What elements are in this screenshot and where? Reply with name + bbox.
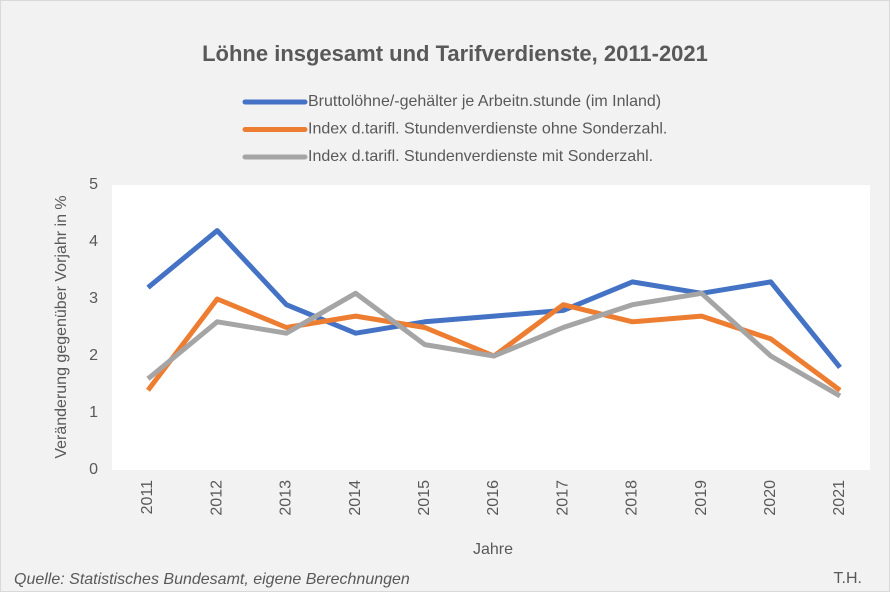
chart-title: Löhne insgesamt und Tarifverdienste, 201… <box>202 41 708 66</box>
source: Quelle: Statistisches Bundesamt, eigene … <box>14 571 410 588</box>
series-line <box>146 228 842 369</box>
legend-label: Index d.tarifl. Stundenverdienste ohne S… <box>308 121 667 138</box>
x-tick-label: 2012 <box>208 480 225 516</box>
y-tick-label: 4 <box>89 233 98 250</box>
x-tick-label: 2015 <box>416 480 433 516</box>
x-tick-label: 2020 <box>762 480 779 516</box>
y-tick-label: 0 <box>89 461 98 478</box>
x-tick-label: 2016 <box>485 480 502 516</box>
x-tick-label: 2019 <box>693 480 710 516</box>
legend-label: Index d.tarifl. Stundenverdienste mit So… <box>308 148 653 165</box>
y-tick-label: 1 <box>89 404 98 421</box>
x-tick-label: 2017 <box>554 480 571 516</box>
y-tick-label: 3 <box>89 290 98 307</box>
x-tick-label: 2013 <box>278 480 295 516</box>
x-tick-label: 2011 <box>139 480 156 515</box>
y-tick-label: 2 <box>89 347 98 364</box>
x-tick-label: 2014 <box>347 480 364 516</box>
x-tick-label: 2018 <box>624 480 641 516</box>
y-tick-label: 5 <box>89 176 98 193</box>
credit: T.H. <box>834 570 862 587</box>
series-line <box>146 290 842 399</box>
x-axis-label: Jahre <box>473 541 513 558</box>
legend-label: Bruttolöhne/-gehälter je Arbeitn.stunde … <box>308 93 661 110</box>
plot-area <box>112 185 870 470</box>
x-tick-label: 2021 <box>831 480 848 516</box>
y-axis-label: Veränderung gegenüber Vorjahr in % <box>53 195 70 458</box>
